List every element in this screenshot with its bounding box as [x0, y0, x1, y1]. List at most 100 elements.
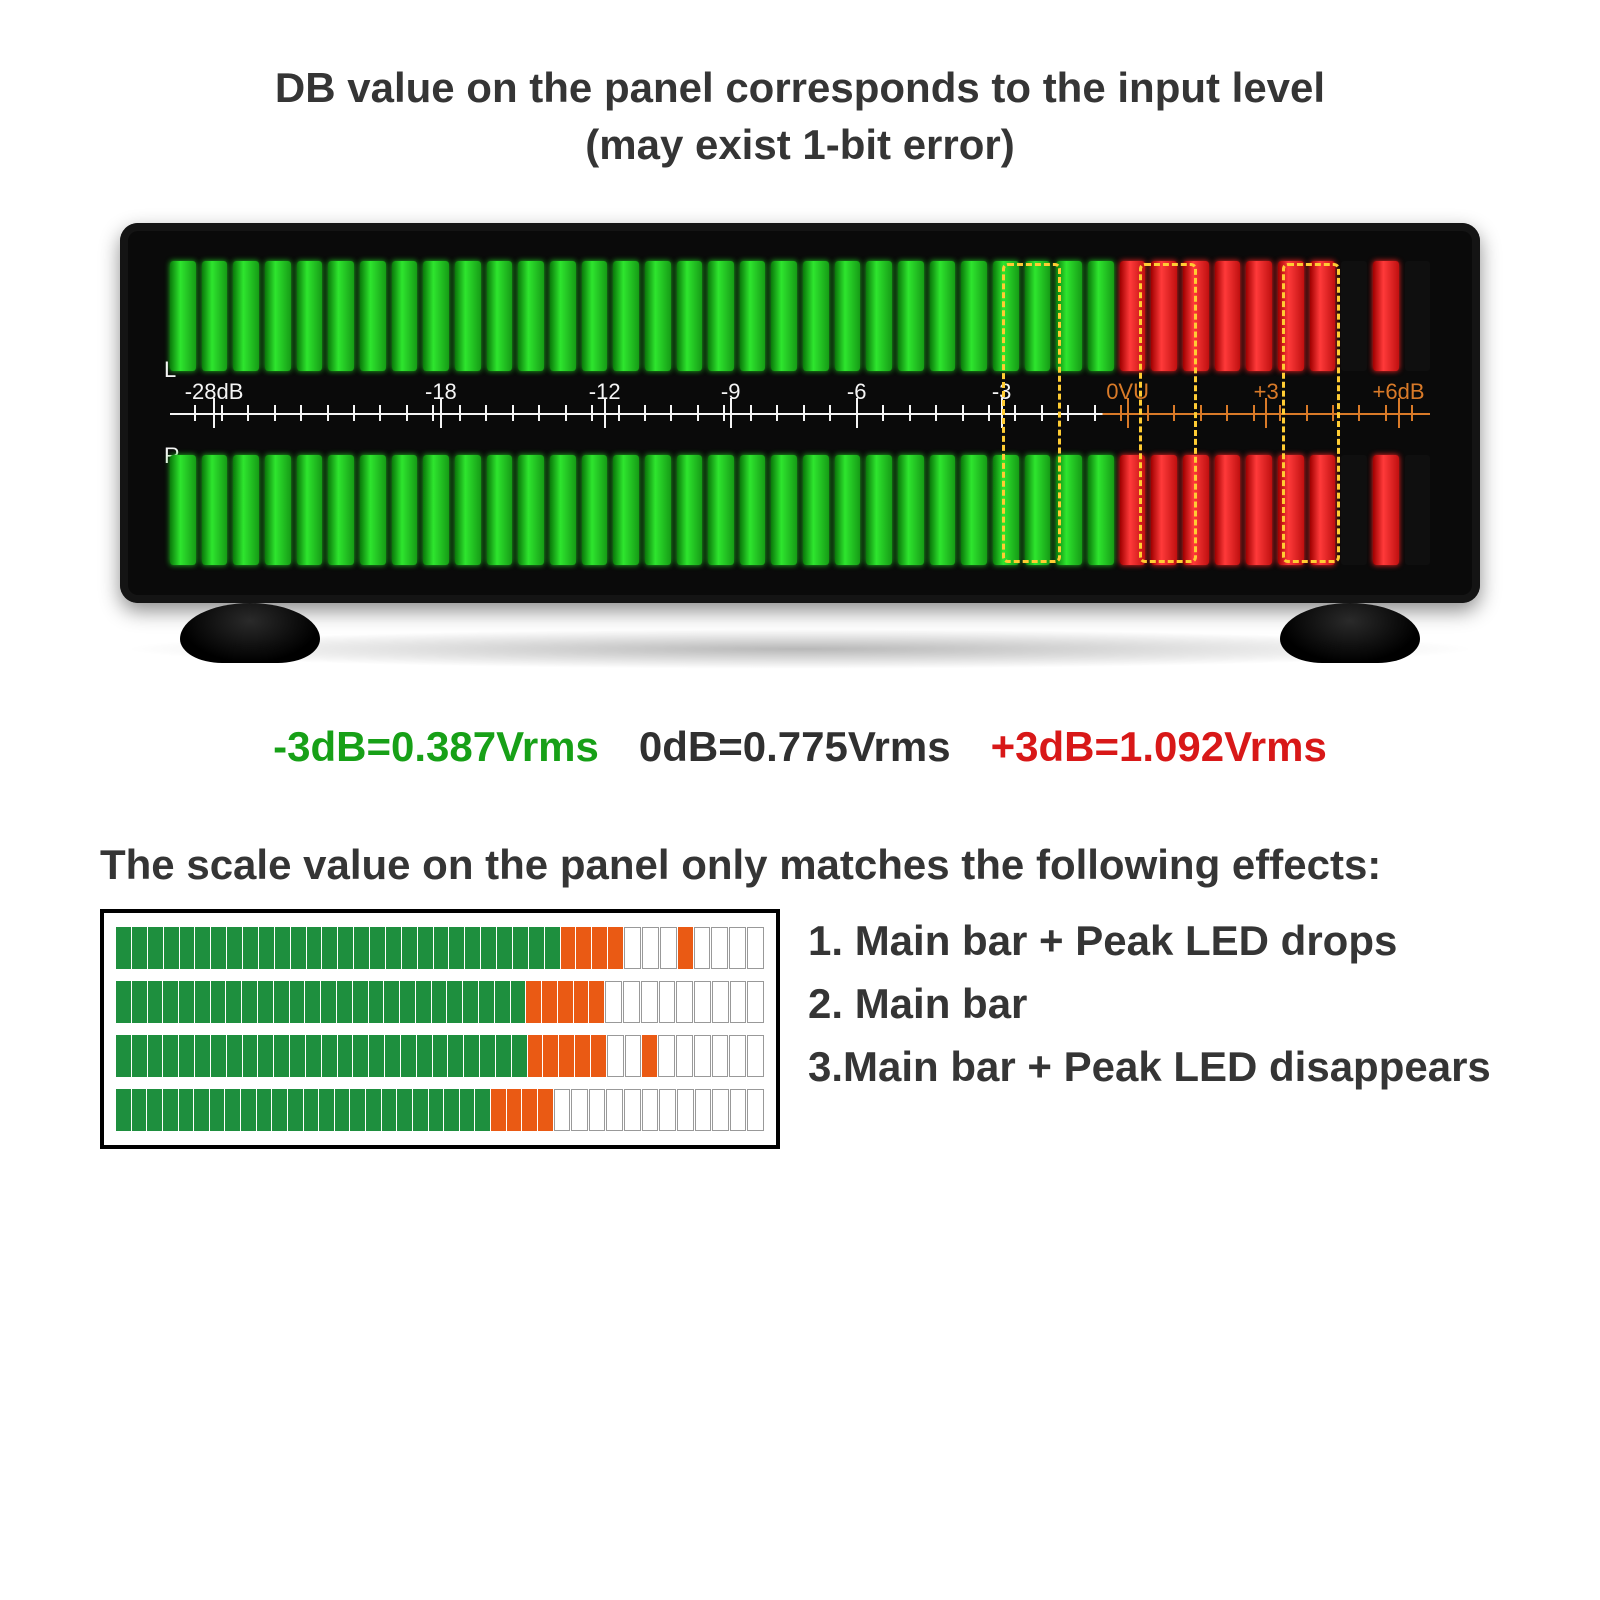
- led-segment-green: [708, 455, 734, 565]
- effect-seg-green: [417, 1035, 432, 1077]
- heading: DB value on the panel corresponds to the…: [275, 60, 1325, 173]
- scale-tick-minor: [485, 405, 487, 421]
- effect-seg-green: [211, 927, 226, 969]
- effect-seg-green: [366, 1089, 381, 1131]
- effect-seg-green: [180, 927, 195, 969]
- led-segment-green: [582, 455, 608, 565]
- scale-tick-minor: [1067, 405, 1069, 421]
- effect-seg-green: [291, 927, 306, 969]
- effect-seg-green: [211, 981, 226, 1023]
- effect-seg-off: [694, 927, 711, 969]
- scale-tick-label: +6dB: [1373, 379, 1425, 405]
- effect-seg-off: [730, 981, 747, 1023]
- scale-tick-minor: [353, 405, 355, 421]
- effect-seg-green: [434, 927, 449, 969]
- scale-tick-minor: [1200, 405, 1202, 421]
- effect-seg-green: [272, 1089, 287, 1131]
- legend-item: +3dB=1.092Vrms: [991, 723, 1327, 770]
- effect-seg-off: [660, 927, 677, 969]
- effect-seg-off: [641, 981, 658, 1023]
- effect-seg-green: [432, 981, 447, 1023]
- effect-seg-orange: [538, 1089, 553, 1131]
- highlight-box: [1282, 263, 1341, 563]
- effect-seg-green: [481, 927, 496, 969]
- effect-seg-orange: [522, 1089, 537, 1131]
- effect-seg-green: [243, 1035, 258, 1077]
- effect-bar-row: [116, 981, 764, 1023]
- legend-item: 0dB=0.775Vrms: [639, 723, 951, 770]
- effects-section: 1. Main bar + Peak LED drops2. Main bar3…: [100, 909, 1500, 1149]
- effect-seg-orange: [592, 927, 607, 969]
- led-segment-green: [582, 261, 608, 371]
- device-shadow: [120, 629, 1480, 669]
- effect-seg-green: [147, 1089, 162, 1131]
- effect-seg-green: [195, 981, 210, 1023]
- led-segment-green: [265, 261, 291, 371]
- led-segment-off: [1405, 261, 1431, 371]
- effect-seg-off: [605, 981, 622, 1023]
- effect-seg-green: [319, 1089, 334, 1131]
- effect-seg-green: [258, 981, 273, 1023]
- effect-bar-row: [116, 1035, 764, 1077]
- led-segment-green: [550, 261, 576, 371]
- effect-seg-green: [448, 1035, 463, 1077]
- effect-seg-green: [275, 927, 290, 969]
- effect-seg-green: [148, 1035, 163, 1077]
- effect-seg-peak: [642, 1035, 657, 1077]
- effect-seg-off: [711, 927, 728, 969]
- effect-seg-green: [132, 1089, 147, 1131]
- effect-seg-green: [226, 981, 241, 1023]
- effect-seg-green: [116, 927, 131, 969]
- led-segment-green: [961, 261, 987, 371]
- effect-seg-green: [384, 981, 399, 1023]
- led-segment-green: [423, 261, 449, 371]
- scale-tick-minor: [1411, 405, 1413, 421]
- effect-seg-green: [307, 927, 322, 969]
- scale-tick-minor: [882, 405, 884, 421]
- scale-tick-minor: [935, 405, 937, 421]
- led-segment-green: [487, 455, 513, 565]
- effect-seg-green: [475, 1089, 490, 1131]
- scale-tick-minor: [247, 405, 249, 421]
- effect-seg-green: [116, 1035, 131, 1077]
- effect-seg-green: [464, 1035, 479, 1077]
- effect-seg-green: [227, 1035, 242, 1077]
- effect-seg-orange: [561, 927, 576, 969]
- effect-seg-green: [369, 981, 384, 1023]
- led-segment-green: [233, 261, 259, 371]
- effect-seg-off: [624, 1089, 641, 1131]
- effect-seg-green: [241, 1089, 256, 1131]
- scale-tick-minor: [300, 405, 302, 421]
- scale-tick-minor: [618, 405, 620, 421]
- led-segment-green: [518, 455, 544, 565]
- effect-seg-orange: [491, 1089, 506, 1131]
- effect-seg-green: [413, 1089, 428, 1131]
- scale-tick-minor: [1226, 405, 1228, 421]
- effect-seg-green: [495, 981, 510, 1023]
- scale-tick-minor: [1385, 405, 1387, 421]
- effect-seg-off: [623, 981, 640, 1023]
- scale-tick-minor: [829, 405, 831, 421]
- highlight-box: [1002, 263, 1061, 563]
- device-foot-left: [180, 603, 320, 663]
- effect-seg-off: [606, 1089, 623, 1131]
- effect-seg-green: [179, 1089, 194, 1131]
- scale-tick-minor: [591, 405, 593, 421]
- led-segment-green: [835, 261, 861, 371]
- effect-seg-green: [369, 1035, 384, 1077]
- effect-seg-orange: [507, 1089, 522, 1131]
- effect-seg-green: [290, 981, 305, 1023]
- led-segment-green: [423, 455, 449, 565]
- effect-seg-green: [274, 981, 289, 1023]
- vu-meter-device: L R -28dB-18-12-9-6-30VU+3+6dB: [100, 223, 1500, 663]
- led-segment-green: [645, 455, 671, 565]
- effect-seg-green: [259, 927, 274, 969]
- effect-seg-green: [179, 1035, 194, 1077]
- effects-heading: The scale value on the panel only matche…: [100, 841, 1500, 889]
- led-segment-green: [835, 455, 861, 565]
- led-segment-green: [202, 455, 228, 565]
- led-segment-green: [898, 261, 924, 371]
- effect-seg-green: [545, 927, 560, 969]
- effect-seg-orange: [589, 981, 604, 1023]
- led-segment-green: [550, 455, 576, 565]
